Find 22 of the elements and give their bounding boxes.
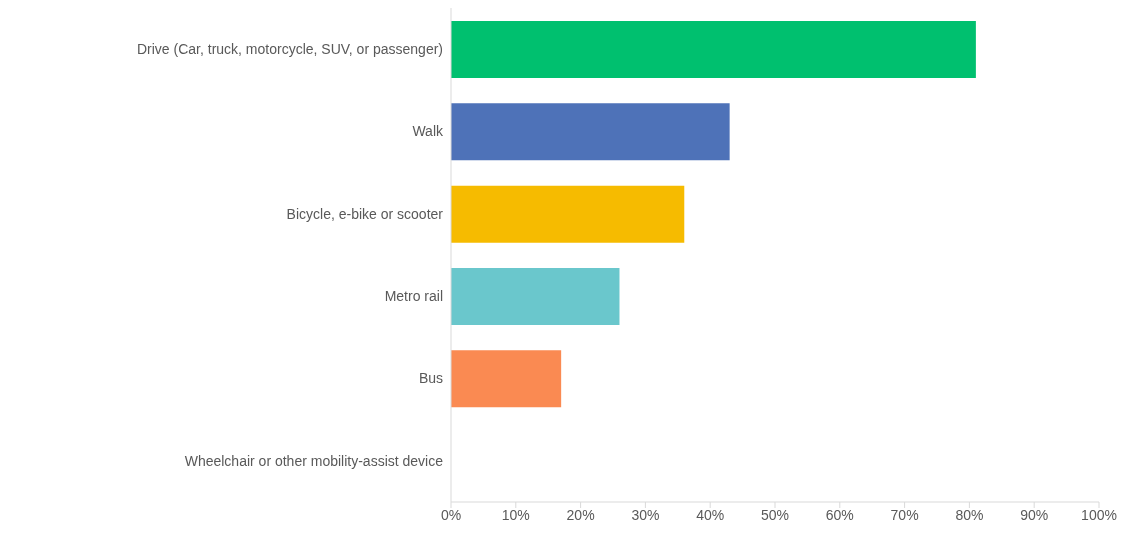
bar [451,268,620,325]
x-tick-label: 10% [501,506,530,523]
y-tick-label: Metro rail [384,288,443,305]
x-tick-label: 80% [955,506,984,523]
bar [451,103,730,161]
x-tick-label: 70% [890,506,919,523]
bar [451,185,685,243]
x-tick-label: 20% [566,506,595,523]
y-tick-label: Bus [418,370,443,387]
bar [451,350,562,408]
x-tick-label: 90% [1020,506,1049,523]
x-tick-label: 50% [760,506,790,523]
x-tick-label: 30% [631,506,660,523]
y-tick-label: Walk [412,123,444,140]
x-tick-label: 40% [696,506,725,523]
x-tick-label: 60% [825,506,854,523]
y-tick-label: Drive (Car, truck, motorcycle, SUV, or passenger) [136,41,443,58]
y-tick-label: Wheelchair or other mobility-assist device [184,452,444,469]
x-tick-label: 0% [440,506,462,523]
bar [451,21,976,78]
y-tick-label: Bicycle, e-bike or scooter [286,205,444,222]
x-tick-label: 100% [1081,506,1117,523]
